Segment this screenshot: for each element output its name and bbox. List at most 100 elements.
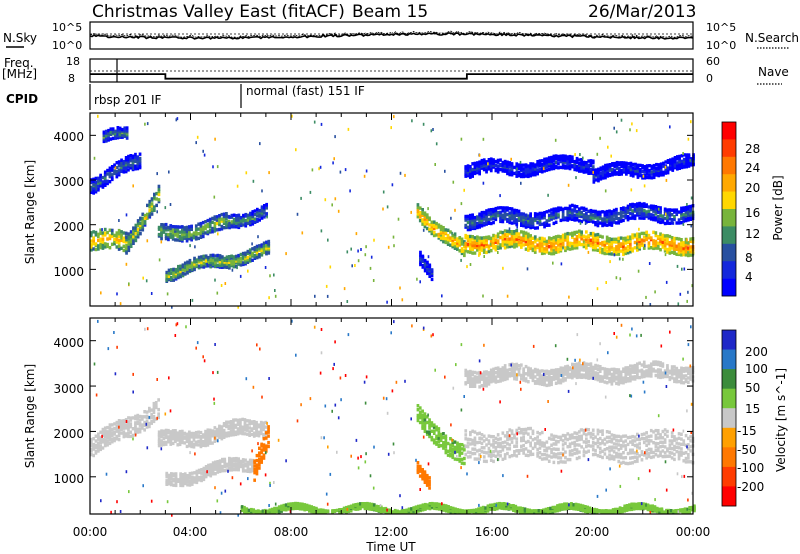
power-cells-cell (643, 165, 647, 169)
power-cells-cell (540, 244, 544, 248)
power-cells-cell (418, 211, 422, 215)
power-cells-cell (657, 167, 661, 171)
power-cells-cell (262, 250, 266, 255)
power-cells-cell (228, 215, 231, 219)
vel-cells-cell (659, 450, 662, 454)
vel-cells-cell (248, 433, 251, 437)
vel-cells-cell (554, 455, 558, 459)
power-cells-cell (129, 235, 133, 239)
vel-cells-cell (181, 434, 184, 438)
vel-cells-cell (99, 438, 102, 442)
power-cells-cell (193, 264, 196, 268)
power-cells-cell (666, 242, 669, 246)
vel-cells-cell (578, 364, 581, 368)
power-cells-cell (663, 207, 667, 211)
power-cells-cell (251, 214, 255, 219)
power-cells-cell (689, 217, 692, 221)
power-cells-cell (153, 208, 156, 212)
power-cells-cell (566, 158, 570, 163)
power-cells-cell (682, 219, 686, 223)
power-cells-cell (659, 170, 663, 174)
power-cells-cell (617, 211, 621, 216)
vel-cells-cell (633, 455, 637, 459)
power-cells-cell (585, 216, 588, 220)
vel-cells-cell (612, 379, 616, 383)
power-cells-cell (557, 215, 560, 219)
power-cells-cell (605, 223, 609, 227)
vel-cells-cell (510, 372, 514, 376)
vel-cells-cell (529, 435, 532, 440)
power-cells-cell (244, 222, 248, 226)
vel-cells-cell (464, 373, 468, 377)
vel-cells-cell (197, 476, 201, 480)
power-cells-cell (554, 238, 558, 242)
vel-cells-cell (508, 454, 512, 459)
vel-cells-cell (136, 430, 140, 434)
vel-cells-cell (503, 364, 507, 368)
power-cells-cell (633, 240, 637, 245)
power-cells-cell (575, 156, 579, 161)
vel-cells-cell (520, 438, 523, 443)
power-cells-cell (552, 213, 556, 217)
vel-cells-cell (439, 438, 443, 443)
power-cells-cell (232, 225, 236, 229)
vel-cells-cell (456, 449, 459, 454)
vel-cells-cell (608, 368, 611, 372)
vel-cells-cell (605, 381, 609, 385)
vel-cells-cell (181, 429, 184, 434)
power-cells-cell (146, 212, 149, 217)
power-cells-cell (527, 168, 530, 172)
power-cells-speckle (434, 163, 436, 166)
power-cells-cell (554, 211, 558, 215)
vel-cells-cell (169, 435, 173, 439)
vel-cells-cell (582, 450, 586, 454)
vel-cells-cell (582, 363, 586, 367)
vel-cells-cell (201, 443, 205, 447)
vel-cells-cell (640, 372, 644, 376)
power-cells-cell (550, 159, 553, 164)
vel-cells-cell (492, 459, 495, 464)
vel-cells-cell (636, 437, 639, 441)
vel-cells-cell (473, 430, 477, 434)
power-cells-cell (478, 241, 481, 245)
power-cells-cell (432, 231, 436, 235)
power-cells-cell (466, 168, 470, 172)
vel-cells-cell (229, 433, 233, 437)
vel-cells-cell (464, 429, 468, 433)
vel-cells-cell (460, 447, 464, 451)
power-cells-cell (222, 219, 226, 224)
power-cells-cell (619, 210, 623, 214)
power-cells-speckle (252, 179, 255, 183)
vel-cells-cell (561, 447, 565, 451)
vel-cells-cell (209, 468, 213, 472)
power-cells-cell (575, 240, 579, 244)
power-cells-speckle (295, 148, 297, 152)
vel-cells-cell (626, 442, 630, 447)
vel-cells-cell (603, 380, 607, 384)
vel-cells-cell (437, 436, 441, 440)
power-cells-cell (515, 170, 519, 174)
power-cells-speckle (643, 184, 646, 188)
power-cells-cell (460, 251, 464, 256)
vel-cells-cell (237, 463, 240, 467)
power-colorbar-swatch (722, 261, 736, 279)
vel-cells-cell (605, 372, 609, 376)
power-cells-cell (684, 248, 688, 252)
vel-cells-cell (167, 438, 170, 442)
power-cells-cell (487, 220, 491, 224)
vel-cells-cell (138, 423, 142, 427)
power-cells-cell (246, 213, 250, 217)
power-cells-cell (485, 212, 488, 216)
power-cells-cell (111, 130, 115, 134)
vel-cells-cell (508, 447, 512, 451)
power-cells-cell (578, 158, 581, 162)
power-cells-cell (587, 163, 590, 167)
power-cells-cell (662, 173, 665, 177)
power-cells-cell (631, 233, 634, 237)
vel-cells-cell (573, 374, 577, 378)
power-cells-cell (522, 212, 525, 216)
power-cells-cell (533, 214, 537, 218)
vel-cells-cell (680, 450, 683, 455)
power-cells-speckle (264, 266, 267, 269)
power-cells-cell (605, 215, 609, 219)
